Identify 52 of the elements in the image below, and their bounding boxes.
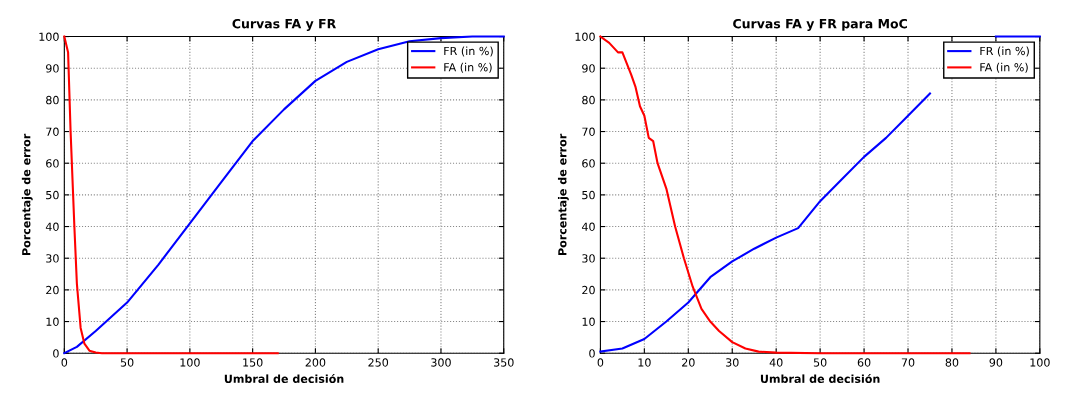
chart-title: Curvas FA y FR para MoC (733, 18, 907, 31)
x-axis-title: Umbral de decisión (224, 373, 344, 383)
y-tick-label: 100 (575, 32, 595, 41)
x-tick-label: 250 (368, 358, 389, 367)
y-tick-label: 60 (46, 159, 59, 168)
x-tick-label: 0 (61, 358, 68, 367)
x-tick-label: 0 (597, 358, 604, 367)
y-tick-label: 40 (45, 222, 59, 231)
y-tick-label: 80 (46, 95, 59, 105)
y-tick-label: 30 (582, 254, 595, 263)
x-tick-label: 100 (1030, 358, 1050, 367)
y-tick-label: 70 (582, 127, 595, 136)
y-axis-title: Porcentaje de error (21, 133, 33, 255)
x-tick-label: 60 (857, 358, 871, 367)
y-tick-label: 50 (46, 190, 59, 200)
y-tick-label: 90 (582, 64, 595, 73)
x-tick-label: 70 (901, 358, 915, 367)
x-tick-label: 90 (989, 358, 1003, 367)
chart-title: Curvas FA y FR (232, 18, 336, 31)
y-tick-label: 90 (46, 64, 59, 73)
x-tick-label: 50 (120, 358, 134, 367)
legend-label: FA (in %) (444, 62, 492, 73)
y-tick-label: 70 (46, 127, 59, 136)
legend-label: FA (in %) (980, 62, 1028, 73)
y-tick-label: 0 (589, 349, 595, 358)
y-tick-label: 60 (582, 159, 595, 168)
x-tick-label: 40 (769, 358, 783, 367)
y-tick-label: 0 (53, 349, 59, 358)
y-tick-label: 40 (581, 222, 595, 231)
y-tick-label: 20 (582, 285, 595, 295)
x-tick-label: 350 (493, 358, 514, 367)
x-tick-label: 80 (945, 358, 959, 367)
x-tick-label: 30 (726, 358, 739, 367)
legend-label: FR (in %) (444, 46, 493, 57)
x-tick-label: 50 (813, 358, 827, 367)
line-series (63, 35, 505, 355)
x-axis-title: Umbral de decisión (760, 373, 880, 383)
y-tick-label: 50 (582, 190, 595, 200)
legend-label: FR (in %) (980, 46, 1029, 57)
y-tick-label: 80 (582, 95, 595, 105)
y-tick-label: 100 (39, 32, 59, 41)
y-tick-label: 30 (46, 254, 59, 263)
x-tick-label: 100 (180, 358, 200, 367)
y-axis-title: Porcentaje de error (557, 133, 569, 255)
y-tick-label: 10 (582, 317, 595, 326)
y-tick-label: 20 (46, 285, 59, 295)
x-tick-label: 20 (682, 358, 695, 367)
x-tick-label: 300 (431, 358, 451, 367)
y-tick-label: 10 (46, 317, 59, 326)
x-tick-label: 10 (638, 358, 651, 367)
x-tick-label: 200 (305, 358, 326, 367)
x-tick-label: 150 (243, 358, 263, 367)
